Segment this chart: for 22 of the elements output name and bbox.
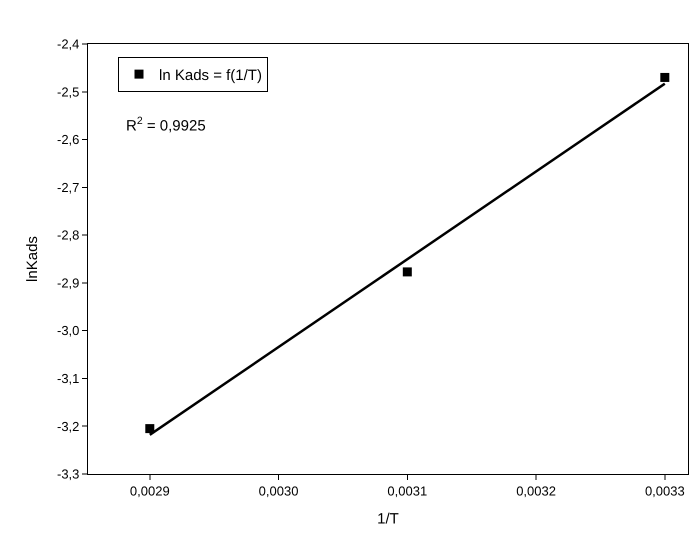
point [402, 267, 412, 276]
point [145, 424, 154, 434]
point [660, 72, 670, 82]
y-tick-label: -3,1 [56, 370, 80, 386]
y-tick-label: -3,3 [56, 466, 80, 482]
x-tick-label: 0,0029 [130, 484, 170, 499]
y-tick-label: -2,8 [56, 228, 80, 243]
y-tick-label: -2,6 [56, 132, 80, 148]
x-tick-label: 0,0032 [516, 484, 556, 499]
y-tick-label: -2,5 [56, 84, 80, 100]
y-tick-label: -2,4 [56, 36, 80, 52]
annotation: R$^{2}$ = 0,9925 [126, 115, 206, 134]
x-tick-label: 0,0030 [258, 484, 298, 499]
y-tick-label: -2,9 [56, 275, 80, 290]
x-tick-label: 0,0031 [387, 484, 428, 499]
legend-label: ln Kads = f(1/T) [159, 67, 262, 84]
y-tick-label: -3,2 [56, 418, 80, 434]
y-axis-title: lnKads [24, 236, 42, 282]
x-axis-title: 1/T [377, 510, 399, 528]
x-tick-label: 0,0033 [644, 484, 685, 499]
y-tick-label: -2,7 [56, 180, 80, 195]
y-tick-label: -3,0 [56, 323, 80, 338]
